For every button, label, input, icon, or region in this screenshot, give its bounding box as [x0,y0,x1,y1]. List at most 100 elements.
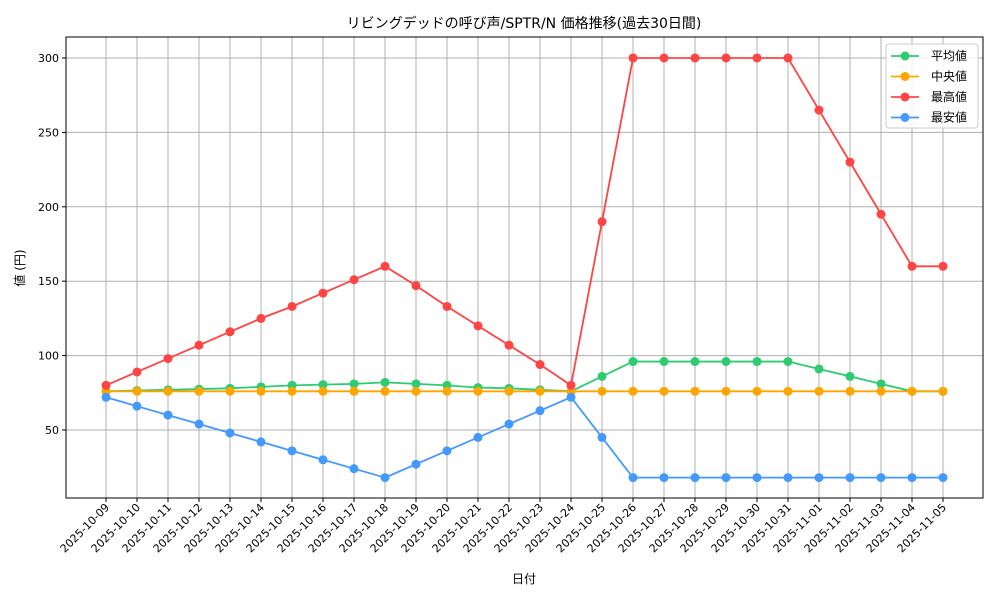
data-point [287,301,297,311]
data-point [752,386,762,396]
data-point [411,386,421,396]
data-point [566,380,576,390]
data-point [473,321,483,331]
data-point [566,392,576,402]
data-point [380,377,390,387]
data-point [225,327,235,337]
y-tick-label: 200 [38,201,59,214]
data-point [349,386,359,396]
data-point [783,53,793,63]
data-point [938,473,948,483]
data-point [876,209,886,219]
data-point [101,380,111,390]
series-line [105,396,943,479]
data-point [721,357,731,367]
data-point [628,357,638,367]
y-tick-label: 150 [38,275,59,288]
series-最高値 [101,53,948,390]
data-point [907,261,917,271]
data-point [721,386,731,396]
data-point [876,386,886,396]
data-point [814,386,824,396]
data-point [349,464,359,474]
y-axis-label: 値 (円) [12,249,27,286]
x-axis-label: 日付 [512,572,536,586]
data-point [380,473,390,483]
data-point [814,364,824,374]
data-point [535,360,545,370]
data-point [597,386,607,396]
data-point [349,275,359,285]
data-point [597,432,607,442]
data-point [318,455,328,465]
data-point [473,432,483,442]
data-point [597,371,607,381]
data-point [690,386,700,396]
data-point [814,105,824,115]
series-line [105,360,943,393]
y-tick-label: 50 [45,424,59,437]
data-point [783,386,793,396]
data-point [442,446,452,456]
data-point [659,53,669,63]
data-point [628,53,638,63]
data-point [535,386,545,396]
data-point [473,386,483,396]
series-最安値 [101,392,948,483]
legend-marker [900,51,910,61]
data-point [845,386,855,396]
data-point [628,473,638,483]
data-point [101,392,111,402]
legend-marker [900,92,910,102]
data-point [132,401,142,411]
data-point [814,473,824,483]
data-point [752,53,762,63]
legend-label: 中央値 [931,69,967,84]
data-point [163,386,173,396]
data-point [845,371,855,381]
data-point [938,261,948,271]
data-point [504,419,514,429]
data-point [287,446,297,456]
legend-label: 最高値 [931,89,967,104]
data-point [256,313,266,323]
data-point [752,473,762,483]
data-point [349,379,359,389]
plot-frame [65,36,984,499]
data-point [938,386,948,396]
y-tick-label: 250 [38,126,59,139]
data-point [256,386,266,396]
data-point [318,380,328,390]
data-point [659,357,669,367]
data-point [597,217,607,227]
data-point [287,386,297,396]
data-point [659,386,669,396]
data-point [504,386,514,396]
data-point [411,459,421,469]
legend-label: 最安値 [931,110,967,125]
data-point [907,386,917,396]
data-point [845,473,855,483]
data-point [163,354,173,364]
data-point [535,406,545,416]
data-point [659,473,669,483]
data-point [442,301,452,311]
data-point [690,357,700,367]
series-中央値 [101,386,948,396]
data-point [194,386,204,396]
data-point [318,386,328,396]
data-point [876,473,886,483]
data-point [442,386,452,396]
data-point [225,386,235,396]
series-line [105,57,943,387]
data-point [411,379,421,389]
legend-label: 平均値 [931,48,967,63]
data-point [132,367,142,377]
data-point [318,288,328,298]
y-tick-label: 300 [38,52,59,65]
chart-title: リビングデッドの呼び声/SPTR/N 価格推移(過去30日間) [347,15,702,32]
data-point [132,386,142,396]
data-point [380,261,390,271]
